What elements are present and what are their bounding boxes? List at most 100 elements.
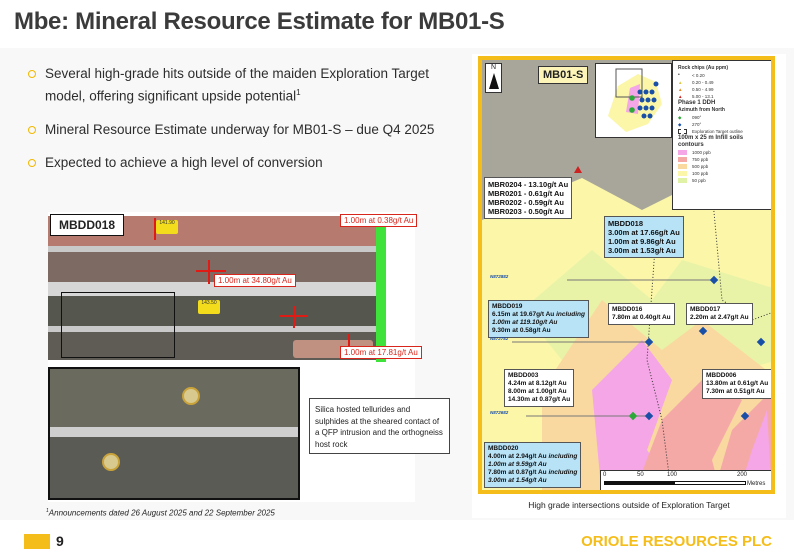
legend-row: ▲ 0.50 - 4.99 [678, 87, 714, 92]
hole-result-mbdd020: MBDD020 4.00m at 2.94g/t Au including 1.… [484, 442, 582, 488]
footnote: 1Announcements dated 26 August 2025 and … [46, 508, 275, 518]
hole-result-mbdd003: MBDD003 4.24m at 8.12g/t Au 8.00m at 1.0… [504, 369, 575, 407]
hole-id: MBDD016 [612, 306, 643, 313]
legend-label: 750 ppb [692, 157, 709, 162]
northing-label: N872682 [490, 410, 509, 415]
geology-map: N MB01-S Rock chips (Au ppm) • < 0.20 ▲ 0.… [478, 56, 775, 494]
footnote-ref: 1 [296, 88, 301, 97]
location-inset-map [595, 63, 672, 138]
bullet-item: Expected to achieve a high level of conv… [24, 153, 444, 172]
footnote-marker: 1 [46, 508, 49, 514]
interval-marker [154, 218, 156, 240]
legend-row: 1000 ppb [678, 149, 766, 156]
scale-bar: 0 50 100 200 Metres [600, 470, 771, 490]
hole-line: 6.15m at 19.67g/t Au [492, 311, 555, 318]
hole-line-suffix: including [556, 311, 585, 318]
hole-line: 1.00m at 9.86g/t Au [608, 237, 676, 246]
legend-label: < 0.20 [692, 73, 705, 78]
tray-rail [50, 427, 298, 437]
page-number: 9 [56, 533, 64, 549]
legend-row: ◆ 090° [678, 115, 702, 120]
scale-segment [604, 481, 674, 485]
footer-accent [24, 534, 50, 549]
assay-label: 1.00m at 34.80g/t Au [214, 274, 296, 287]
scale-tick: 200 [737, 472, 748, 478]
rock-chip-line: MBR0204 - 13.10g/t Au [488, 180, 569, 189]
northing-label: N872882 [490, 274, 509, 279]
legend-label: 1000 ppb [692, 150, 711, 155]
tray-rail [48, 246, 386, 252]
scale-tick: 0 [603, 472, 607, 478]
hole-id-tag: MBDD018 [50, 214, 125, 236]
hole-result-mbdd016: MBDD016 7.80m at 0.40g/t Au [608, 303, 675, 325]
bullet-text: Several high-grade hits outside of the m… [45, 66, 429, 104]
bullet-circle-icon [28, 158, 36, 167]
legend-heading: Azimuth from North [678, 107, 725, 113]
depth-block: 143.50 [198, 300, 220, 314]
tray-rail [48, 326, 386, 332]
hole-line: 3.00m at 1.54g/t Au [488, 477, 547, 484]
legend-row: • < 0.20 [678, 72, 705, 78]
bullet-text: Expected to achieve a high level of conv… [45, 154, 323, 170]
bullet-list: Several high-grade hits outside of the m… [24, 64, 444, 186]
bullet-circle-icon [28, 125, 36, 134]
legend-row: 50 ppb [678, 177, 766, 184]
scale-tick: 50 [637, 472, 644, 478]
hole-id: MBDD006 [706, 372, 737, 379]
hole-result-mbdd017: MBDD017 2.20m at 2.47g/t Au [686, 303, 753, 325]
company-brand: ORIOLE RESOURCES PLC [581, 533, 772, 550]
hole-line: 4.24m at 8.12g/t Au [508, 380, 567, 387]
scale-tick: 100 [667, 472, 678, 478]
interval-marker [348, 334, 350, 356]
hole-line-suffix: including [548, 453, 578, 460]
coin-scale [102, 453, 120, 471]
hole-result-mbdd019: MBDD019 6.15m at 19.67g/t Au including 1… [488, 300, 589, 338]
core-closeup-inset [48, 367, 300, 500]
legend-row: Exploration Target outline [678, 128, 766, 135]
legend-heading: Rock chips (Au ppm) [678, 65, 729, 71]
assay-label: 1.00m at 17.81g/t Au [340, 346, 422, 359]
hole-id: MBDD020 [488, 445, 519, 452]
hole-id: MBDD003 [508, 372, 539, 379]
legend-row: ▲ 0.20 - 0.49 [678, 80, 714, 85]
depth-block: 141.90 [156, 220, 178, 234]
zoom-region-box [61, 292, 175, 358]
north-label: N [490, 64, 497, 71]
legend-row: ▲ 5.00 - 13.1 [678, 94, 714, 99]
hole-id: MBDD018 [608, 219, 644, 228]
assay-label: 1.00m at 0.38g/t Au [340, 214, 418, 227]
legend-label: Exploration Target outline [692, 129, 743, 134]
bullet-circle-icon [28, 70, 36, 78]
rock-chip-line: MBR0201 - 0.61g/t Au [488, 189, 564, 198]
rock-chip-line: MBR0203 - 0.50g/t Au [488, 207, 564, 216]
interval-marker [293, 306, 295, 328]
hole-id: MBDD019 [492, 303, 523, 310]
map-caption: High grade intersections outside of Expl… [528, 500, 730, 510]
legend-heading: Phase 1 DDH [678, 100, 716, 106]
legend-label: 500 ppb [692, 164, 709, 169]
core-closeup-row [50, 437, 298, 498]
bullet-item: Mineral Resource Estimate underway for M… [24, 120, 444, 139]
hole-line: 2.20m at 2.47g/t Au [690, 314, 749, 321]
northing-label: N872782 [490, 336, 509, 341]
hole-line: 7.30m at 0.51g/t Au [706, 388, 765, 395]
page-title: Mbe: Mineral Resource Estimate for MB01-… [14, 8, 505, 35]
hole-line: 14.30m at 0.87g/t Au [508, 396, 571, 403]
interval-marker [208, 260, 210, 284]
rock-chip-results: MBR0204 - 13.10g/t Au MBR0201 - 0.61g/t … [484, 177, 573, 219]
bullet-text: Mineral Resource Estimate underway for M… [45, 121, 435, 137]
legend-label: 5.00 - 13.1 [692, 94, 714, 99]
hole-line: 9.30m at 0.58g/t Au [492, 327, 551, 334]
legend-label: 0.50 - 4.99 [692, 87, 714, 92]
hole-line: 8.00m at 1.00g/t Au [508, 388, 567, 395]
legend-row: 500 ppb [678, 163, 766, 170]
map-panel: N MB01-S Rock chips (Au ppm) • < 0.20 ▲ 0.… [472, 54, 786, 518]
legend-row: ◆ 270° [678, 122, 702, 127]
map-title: MB01-S [538, 66, 589, 84]
tray-end-cap [376, 222, 386, 362]
legend-heading: 100m x 25 m Infill soils contours [678, 135, 744, 148]
bullet-item: Several high-grade hits outside of the m… [24, 64, 444, 106]
interval-marker [280, 315, 308, 317]
legend-label: 090° [692, 115, 702, 120]
hole-line: 3.00m at 17.66g/t Au [608, 228, 680, 237]
